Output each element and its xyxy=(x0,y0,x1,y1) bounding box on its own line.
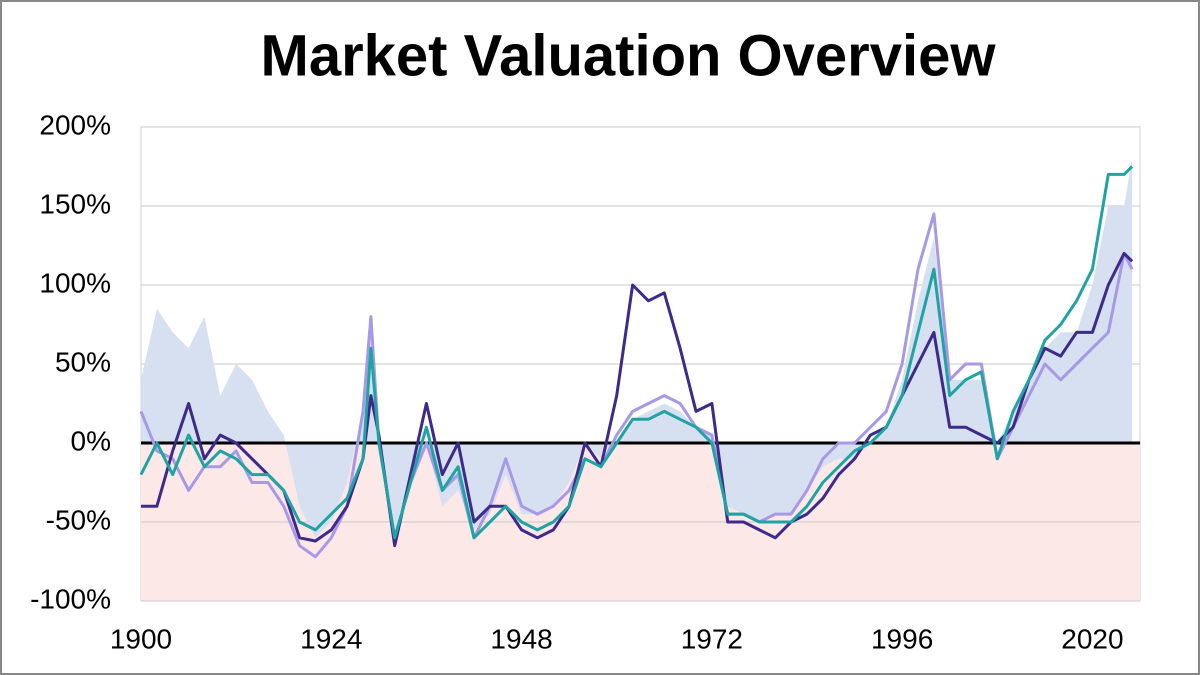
x-tick-label: 1948 xyxy=(490,623,552,654)
chart-title: Market Valuation Overview xyxy=(261,23,997,88)
y-tick-label: -50% xyxy=(46,504,111,535)
line xyxy=(139,212,1134,559)
x-tick-label: 1996 xyxy=(871,623,933,654)
line xyxy=(139,165,1134,540)
y-tick-label: -100% xyxy=(30,583,111,614)
x-tick-label: 2020 xyxy=(1061,623,1123,654)
x-tick-label: 1924 xyxy=(300,623,362,654)
x-tick-label: 1900 xyxy=(110,623,172,654)
y-tick-label: 50% xyxy=(55,346,111,377)
y-tick-label: 0% xyxy=(71,425,111,456)
line xyxy=(141,251,1134,548)
y-tick-label: 200% xyxy=(39,109,111,140)
y-tick-label: 100% xyxy=(39,267,111,298)
y-tick-label: 150% xyxy=(39,188,111,219)
x-tick-label: 1972 xyxy=(681,623,743,654)
